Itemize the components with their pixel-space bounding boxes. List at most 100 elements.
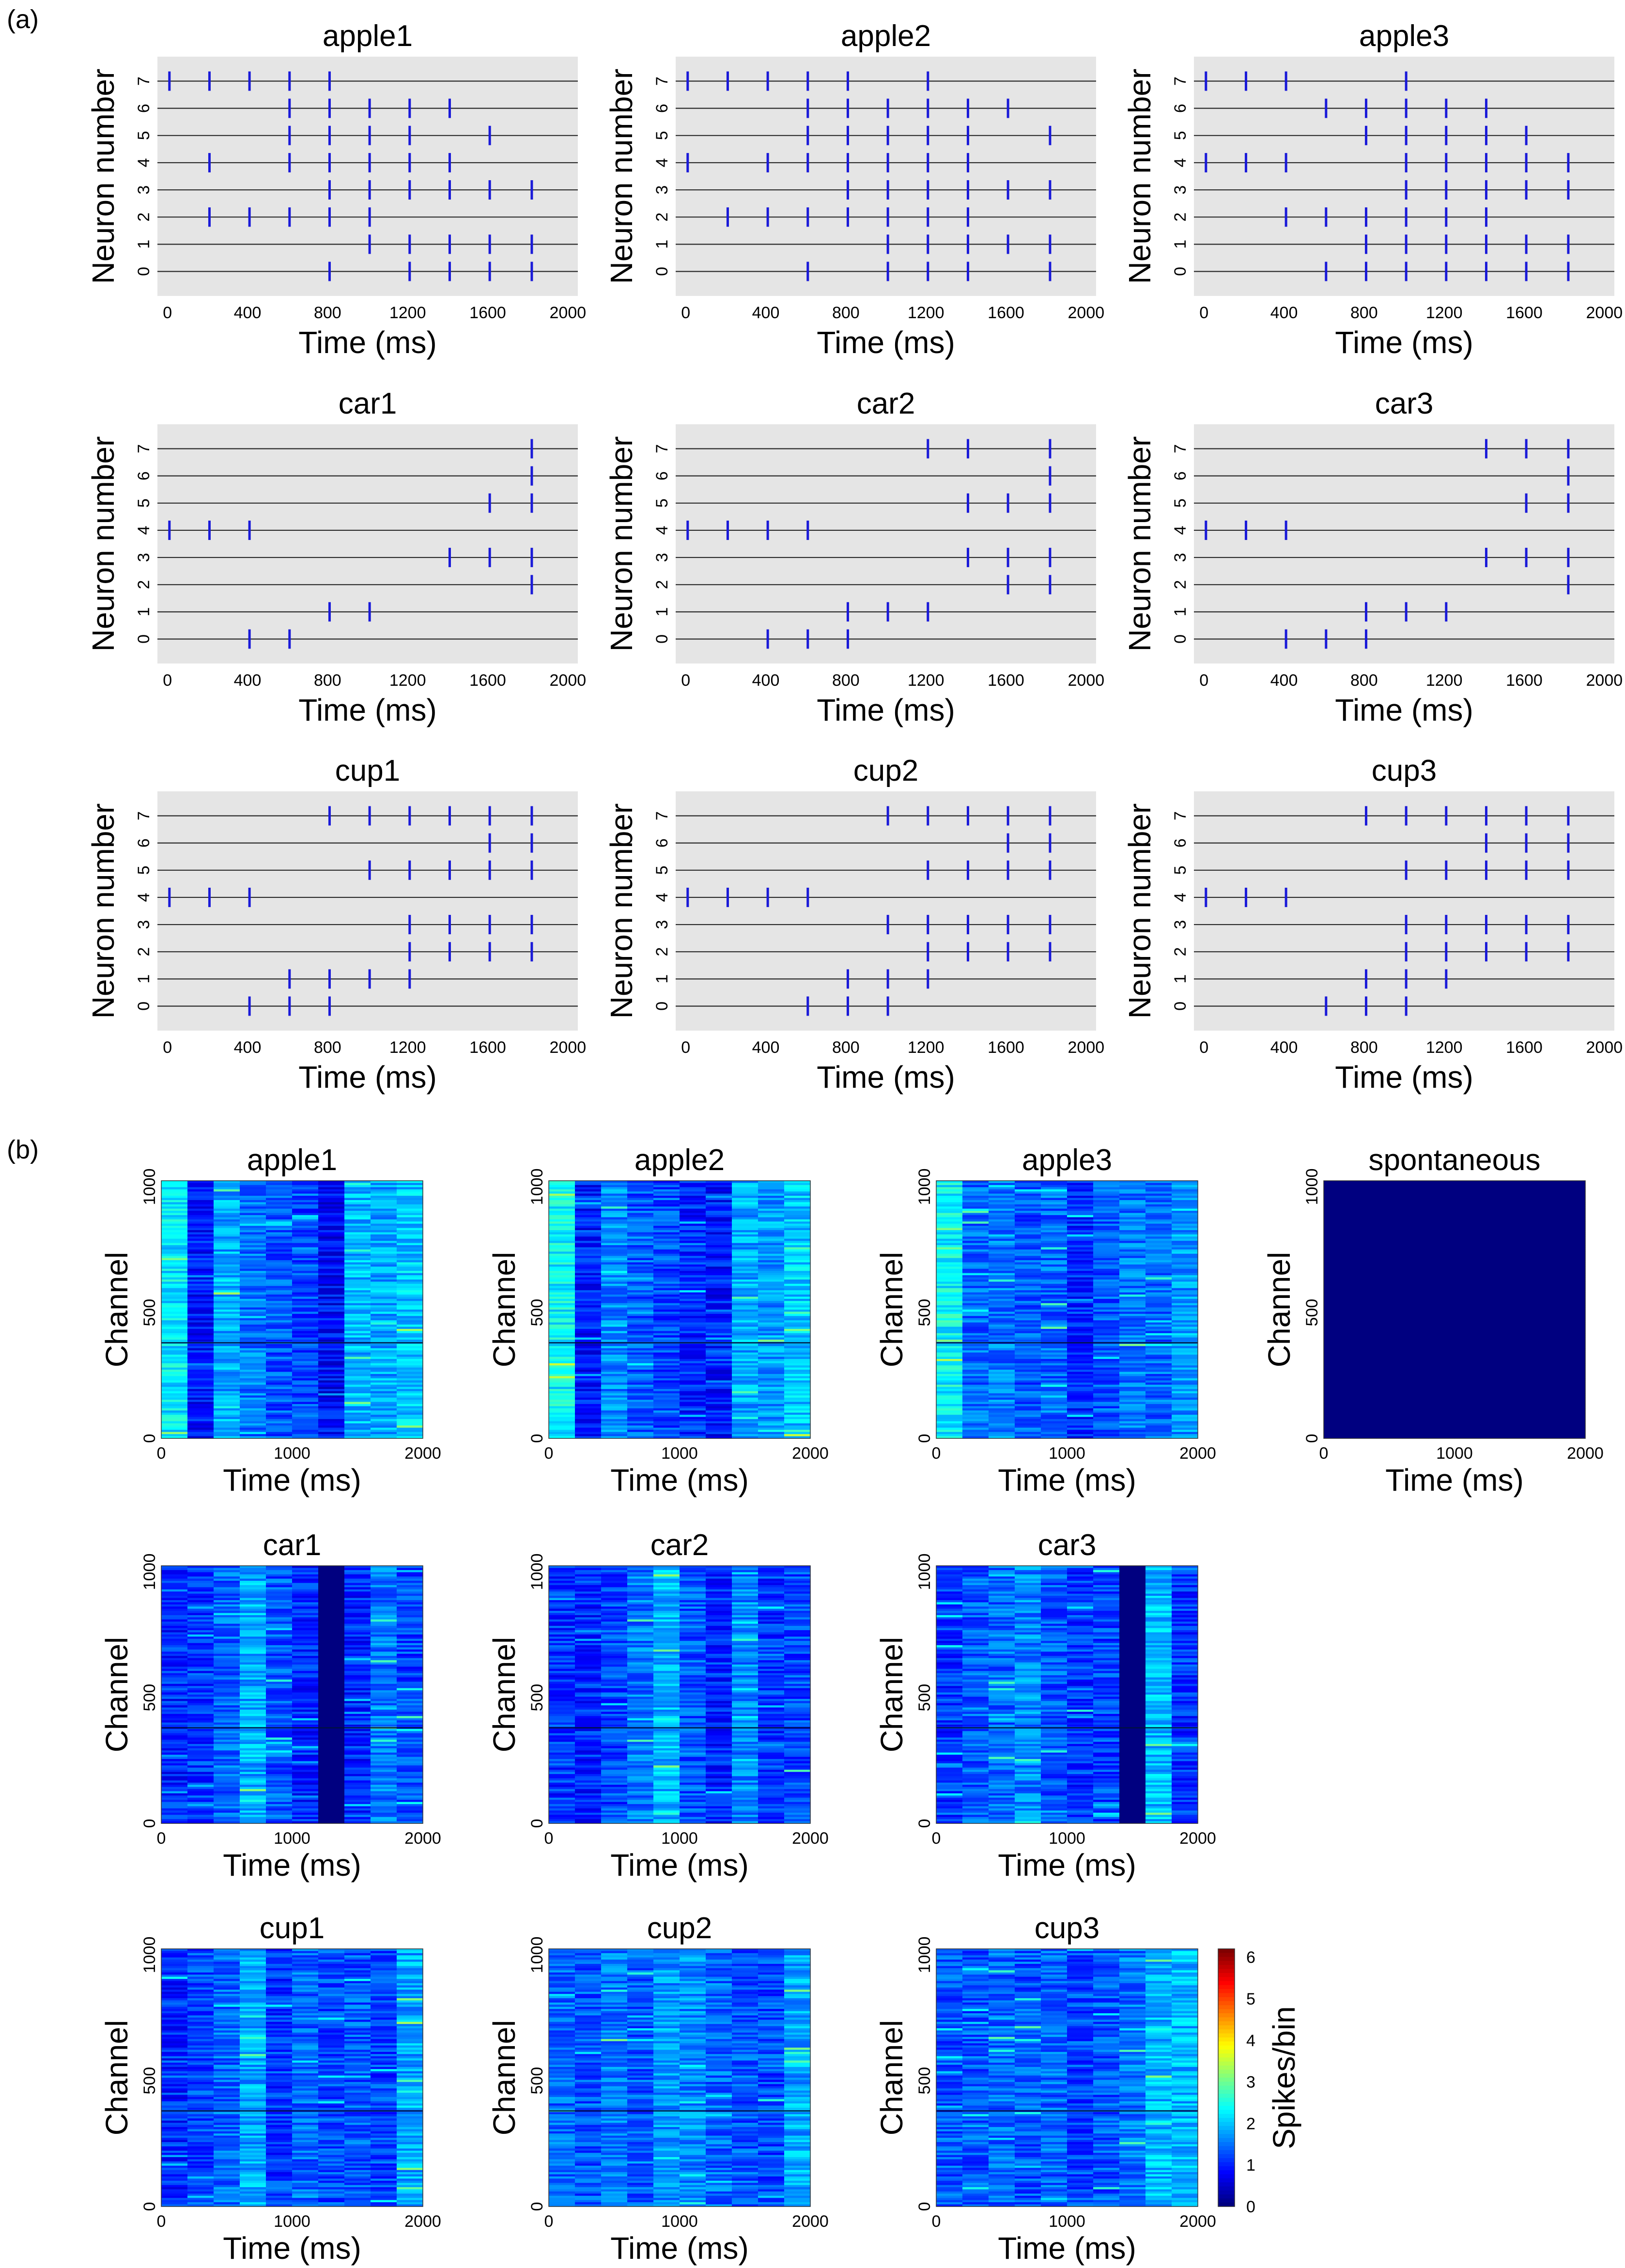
heatmap-cell bbox=[680, 1404, 706, 1407]
heatmap-cell bbox=[1172, 1238, 1198, 1241]
heatmap-cell bbox=[601, 1325, 628, 1327]
heatmap-cell bbox=[344, 1367, 371, 1370]
x-axis-label: Time (ms) bbox=[298, 693, 437, 727]
heatmap-cell bbox=[1455, 1288, 1481, 1291]
heatmap-cell bbox=[575, 1380, 602, 1383]
heatmap-cell bbox=[1172, 1318, 1198, 1321]
heatmap-cell bbox=[161, 1183, 188, 1186]
heatmap-cell bbox=[601, 1430, 628, 1433]
heatmap-cell bbox=[214, 1374, 240, 1377]
heatmap-cell bbox=[1015, 1357, 1041, 1359]
heatmap-cell bbox=[1067, 1262, 1094, 1265]
heatmap-cell bbox=[1145, 1404, 1172, 1407]
heatmap-cell bbox=[1145, 1333, 1172, 1336]
heatmap-cell bbox=[1015, 1185, 1041, 1188]
heatmap-cell bbox=[187, 1271, 214, 1274]
heatmap-cell bbox=[706, 1258, 732, 1261]
heatmap-cell bbox=[1481, 1322, 1507, 1325]
heatmap-cell bbox=[318, 1296, 345, 1299]
heatmap-cell bbox=[1402, 1410, 1429, 1413]
heatmap-cell bbox=[240, 1288, 266, 1291]
heatmap-cell bbox=[627, 1430, 654, 1433]
heatmap-cell bbox=[1455, 1427, 1481, 1430]
heatmap-cell bbox=[397, 1387, 423, 1389]
heatmap-cell bbox=[575, 1310, 602, 1312]
subplot-title: spontaneous bbox=[1368, 1143, 1540, 1177]
heatmap-cell bbox=[397, 1228, 423, 1231]
heatmap-cell bbox=[318, 1380, 345, 1383]
heatmap-cell bbox=[1376, 1322, 1403, 1325]
heatmap-cell bbox=[1455, 1279, 1481, 1282]
heatmap-cell bbox=[1119, 1193, 1146, 1196]
heatmap-cell bbox=[936, 1436, 963, 1439]
heatmap-cell bbox=[1402, 1404, 1429, 1407]
heatmap-cell bbox=[936, 1260, 963, 1263]
heatmap-cell bbox=[680, 1423, 706, 1426]
heatmap-cell bbox=[1350, 1243, 1377, 1246]
heatmap-cell bbox=[627, 1213, 654, 1216]
x-axis-label: Time (ms) bbox=[223, 1463, 361, 1497]
heatmap-cell bbox=[1350, 1333, 1377, 1336]
heatmap-cell bbox=[1145, 1247, 1172, 1250]
heatmap-cell bbox=[1041, 1434, 1068, 1437]
heatmap-cell bbox=[240, 1363, 266, 1366]
heatmap-cell bbox=[936, 1307, 963, 1310]
heatmap-cell bbox=[575, 1191, 602, 1194]
heatmap-cell bbox=[653, 1223, 680, 1226]
heatmap-cell bbox=[397, 1294, 423, 1297]
heatmap-cell bbox=[1428, 1249, 1455, 1252]
heatmap-cell bbox=[397, 1271, 423, 1274]
heatmap-cell bbox=[397, 1266, 423, 1269]
heatmap-cell bbox=[549, 1393, 575, 1396]
heatmap-cell bbox=[161, 1234, 188, 1237]
heatmap-cell bbox=[1324, 1258, 1350, 1261]
heatmap-cell bbox=[989, 1348, 1015, 1351]
heatmap-cell bbox=[1041, 1425, 1068, 1428]
heatmap-cell bbox=[1481, 1228, 1507, 1231]
heatmap-cell bbox=[1119, 1243, 1146, 1246]
heatmap-cell bbox=[601, 1232, 628, 1235]
heatmap-cell bbox=[371, 1185, 397, 1188]
heatmap-cell bbox=[706, 1363, 732, 1366]
heatmap-cell bbox=[653, 1335, 680, 1338]
heatmap-cell bbox=[187, 1380, 214, 1383]
heatmap-cell bbox=[784, 1412, 811, 1415]
heatmap-cell bbox=[1428, 1251, 1455, 1254]
heatmap-cell bbox=[706, 1372, 732, 1374]
heatmap-cell bbox=[1041, 1322, 1068, 1325]
heatmap-cell bbox=[989, 1268, 1015, 1271]
heatmap-cell bbox=[187, 1423, 214, 1426]
heatmap-cell bbox=[653, 1358, 680, 1361]
heatmap-cell bbox=[732, 1238, 758, 1241]
heatmap-cell bbox=[1172, 1380, 1198, 1383]
heatmap-cell bbox=[397, 1333, 423, 1336]
heatmap-cell bbox=[575, 1367, 602, 1370]
heatmap-cell bbox=[344, 1275, 371, 1278]
heatmap-cell bbox=[1067, 1196, 1094, 1199]
heatmap-cell bbox=[627, 1370, 654, 1373]
heatmap-cell bbox=[627, 1367, 654, 1370]
x-tick-label: 1600 bbox=[1506, 1038, 1543, 1057]
heatmap-cell bbox=[732, 1296, 758, 1299]
heatmap-cell bbox=[1376, 1206, 1403, 1209]
heatmap-cell bbox=[1119, 1260, 1146, 1263]
heatmap-cell bbox=[706, 1273, 732, 1276]
y-tick-label: 7 bbox=[135, 444, 153, 453]
heatmap-cell bbox=[214, 1387, 240, 1389]
heatmap-cell bbox=[1455, 1436, 1481, 1439]
heatmap-cell bbox=[344, 1376, 371, 1379]
heatmap-cell bbox=[1455, 1328, 1481, 1331]
heatmap-cell bbox=[1041, 1340, 1068, 1342]
heatmap-cell bbox=[1093, 1419, 1120, 1422]
heatmap-cell bbox=[397, 1363, 423, 1366]
heatmap-cell bbox=[1093, 1281, 1120, 1284]
x-tick-label: 1200 bbox=[908, 304, 944, 322]
heatmap-cell bbox=[1041, 1355, 1068, 1358]
heatmap-cell bbox=[680, 1243, 706, 1246]
heatmap-cell bbox=[549, 1234, 575, 1237]
heatmap-cell bbox=[214, 1427, 240, 1430]
heatmap-cell bbox=[706, 1316, 732, 1319]
heatmap-cell bbox=[292, 1430, 319, 1433]
heatmap-cell bbox=[784, 1185, 811, 1188]
heatmap-cell bbox=[161, 1378, 188, 1381]
